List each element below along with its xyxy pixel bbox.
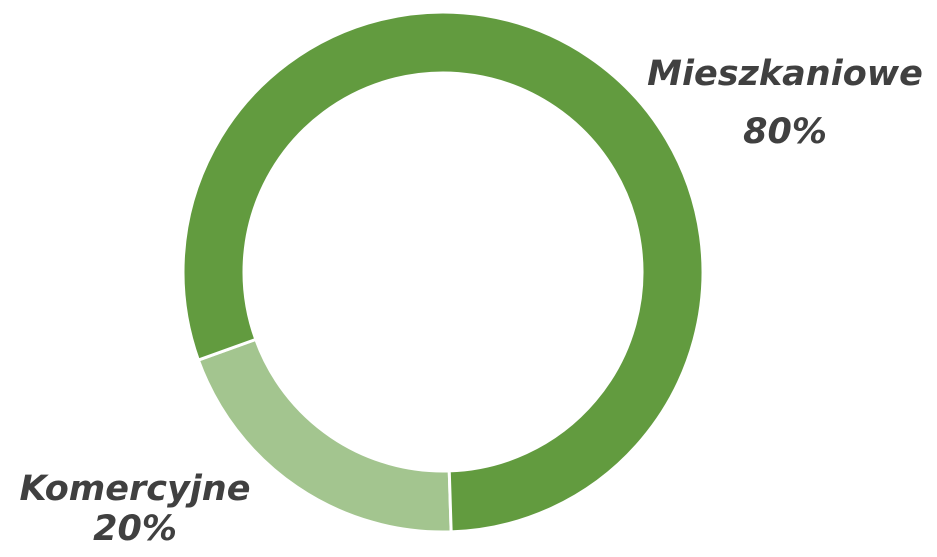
slice-label: Komercyjne <box>20 469 251 509</box>
donut-slice <box>181 10 705 534</box>
slice-value-label: 80% <box>743 112 827 152</box>
slice-label: Mieszkaniowe <box>647 54 923 94</box>
slice-value-label: 20% <box>93 509 177 549</box>
